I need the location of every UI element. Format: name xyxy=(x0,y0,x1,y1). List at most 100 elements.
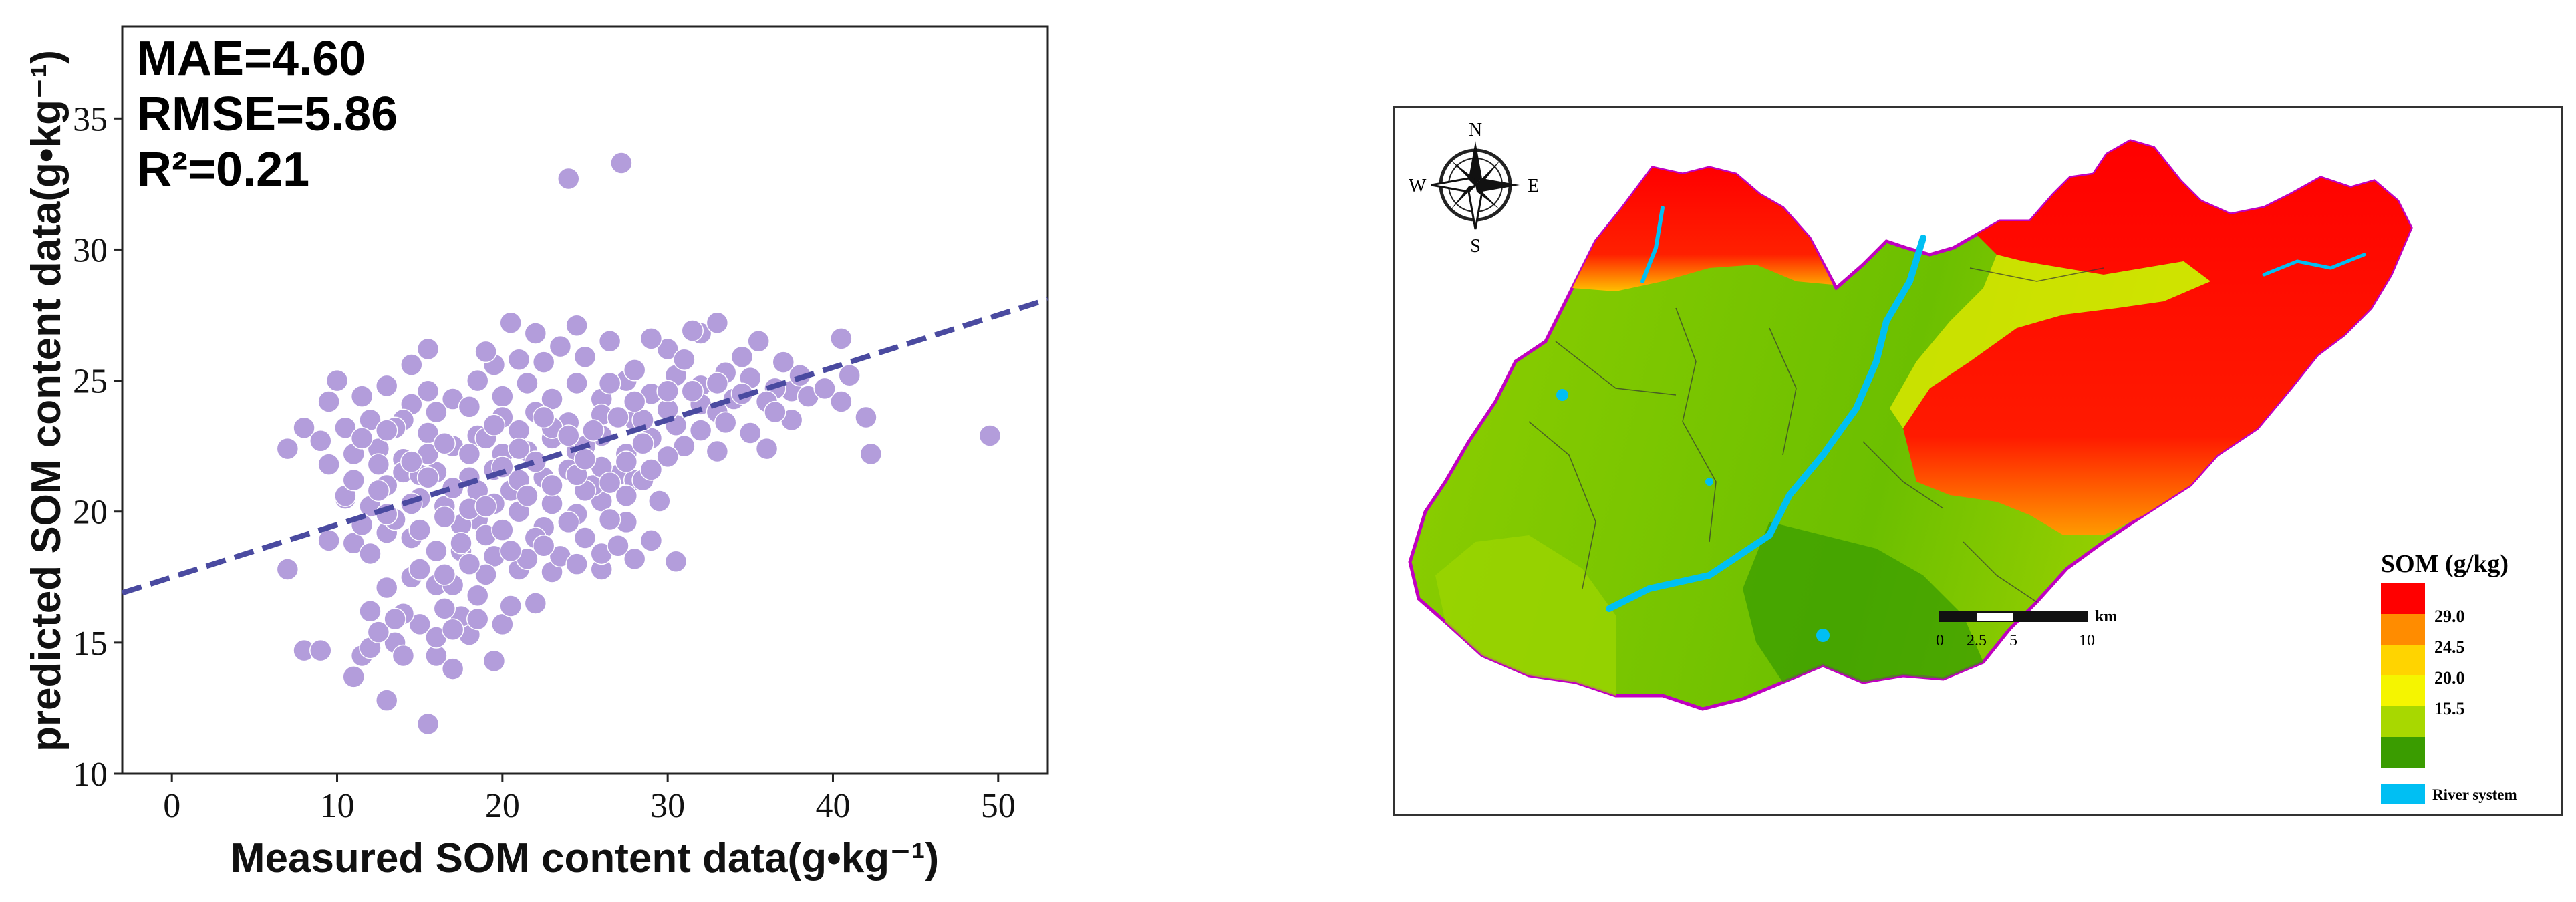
legend-swatch-5 xyxy=(2381,737,2425,768)
y-tick-label-4: 30 xyxy=(73,231,108,269)
scatter-point-156 xyxy=(557,510,580,534)
scatter-point-142 xyxy=(367,479,390,502)
legend-swatch-3 xyxy=(2381,675,2425,706)
scatter-point-0 xyxy=(610,152,633,174)
scatter-point-130 xyxy=(425,400,448,424)
regression-line xyxy=(122,297,1048,596)
scatter-point-36 xyxy=(425,539,448,563)
scatter-point-74 xyxy=(706,440,729,463)
scale-tick-2: 5 xyxy=(2009,632,2017,649)
rmse-label: RMSE=5.86 xyxy=(137,88,398,141)
scatter-point-7 xyxy=(830,390,853,413)
legend-label-3: 20.0 xyxy=(2434,668,2465,688)
scatter-point-217 xyxy=(582,419,605,442)
scatter-point-89 xyxy=(565,371,588,395)
scatter-point-151 xyxy=(359,600,382,623)
scatter-point-184 xyxy=(408,558,431,581)
y-tick-label-0: 10 xyxy=(73,756,108,794)
compass-rose-icon: N S E W xyxy=(1409,120,1539,257)
scatter-point-76 xyxy=(755,437,778,460)
scatter-point-214 xyxy=(507,437,531,460)
y-axis-label: predicted SOM content data(g•kg⁻¹) xyxy=(23,50,69,752)
x-axis-label: Measured SOM content data(g•kg⁻¹) xyxy=(231,835,939,881)
compass-east: E xyxy=(1528,176,1539,196)
scatter-point-239 xyxy=(375,419,398,442)
scale-bar: km 0 2.5 5 10 xyxy=(1936,608,2117,649)
high-som-northwest xyxy=(1572,168,1833,291)
county-boundaries xyxy=(1528,267,2104,603)
som-map: N S E W xyxy=(1408,120,2517,804)
scatter-point-154 xyxy=(491,518,514,541)
y-tick-label-2: 20 xyxy=(73,494,108,532)
scatter-point-210 xyxy=(681,319,704,342)
compass-north: N xyxy=(1469,120,1482,140)
legend-label-2: 24.5 xyxy=(2434,637,2465,657)
scale-tick-3: 10 xyxy=(2079,632,2095,649)
scatter-point-100 xyxy=(499,311,522,335)
scatter-point-160 xyxy=(532,351,555,373)
y-tick-label-5: 35 xyxy=(73,100,108,138)
scatter-point-33 xyxy=(359,542,382,565)
compass-west: W xyxy=(1409,176,1427,196)
scale-unit: km xyxy=(2095,608,2117,625)
y-tick-label-1: 15 xyxy=(73,625,108,663)
scatter-point-235 xyxy=(573,448,597,471)
legend-label-1: 29.0 xyxy=(2434,607,2465,626)
scatter-points xyxy=(276,152,1002,736)
scatter-point-170 xyxy=(342,468,365,492)
scatter-point-191 xyxy=(607,534,629,557)
scatter-point-123 xyxy=(408,518,431,541)
scatter-point-10 xyxy=(416,712,440,736)
scatter-point-165 xyxy=(772,351,795,373)
scatter-point-6 xyxy=(838,363,861,387)
scatter-point-204 xyxy=(639,458,663,481)
scatter-point-166 xyxy=(309,430,332,452)
scatter-point-238 xyxy=(350,427,374,450)
scatter-point-219 xyxy=(631,432,654,455)
legend-title: SOM (g/kg) xyxy=(2381,550,2509,578)
scatter-point-233 xyxy=(474,495,497,518)
legend-swatch-4 xyxy=(2381,706,2425,737)
scatter-point-21 xyxy=(482,649,506,673)
scatter-point-11 xyxy=(375,689,398,712)
scatter-point-85 xyxy=(466,369,489,392)
scatter-point-187 xyxy=(499,539,522,563)
scatter-point-80 xyxy=(350,385,374,408)
river-main xyxy=(1606,235,1926,612)
scatter-point-14 xyxy=(309,639,332,662)
scatter-point-189 xyxy=(565,553,588,575)
scatter-point-131 xyxy=(458,396,481,418)
scatter-point-228 xyxy=(441,618,464,641)
x-axis-ticks: 0 10 20 30 40 50 xyxy=(163,774,1016,825)
scatter-point-163 xyxy=(673,348,696,371)
scatter-point-167 xyxy=(334,416,357,439)
scatter-point-30 xyxy=(276,558,299,581)
som-map-panel: N S E W xyxy=(1393,106,2563,816)
legend-river-label: River system xyxy=(2432,786,2517,803)
scatter-point-56 xyxy=(276,437,299,460)
scatter-point-223 xyxy=(764,400,786,424)
scatter-point-224 xyxy=(714,411,737,434)
scatter-point-181 xyxy=(706,371,729,395)
scatter-point-237 xyxy=(598,471,621,494)
scatter-point-171 xyxy=(367,453,390,476)
scatter-point-208 xyxy=(598,329,621,353)
scatter-point-174 xyxy=(441,476,464,500)
map-legend: SOM (g/kg) 29.0 24.5 20.0 15.5 River system xyxy=(2381,550,2517,804)
scatter-point-168 xyxy=(359,408,382,432)
scatter-point-28 xyxy=(433,597,456,620)
x-tick-label-1: 10 xyxy=(320,787,355,825)
scatter-point-75 xyxy=(739,422,762,444)
scatter-point-1 xyxy=(557,167,580,190)
legend-swatch-2 xyxy=(2381,645,2425,675)
scatter-point-99 xyxy=(416,337,440,361)
scatter-point-25 xyxy=(466,607,489,631)
plot-frame xyxy=(121,25,1049,775)
scatter-point-226 xyxy=(384,607,406,631)
low-som-west xyxy=(1435,535,1616,696)
scatter-point-186 xyxy=(458,553,481,575)
x-tick-label-3: 30 xyxy=(650,787,685,825)
scatter-point-209 xyxy=(639,327,663,350)
scatter-point-105 xyxy=(706,311,729,335)
scatter-point-22 xyxy=(408,613,431,636)
